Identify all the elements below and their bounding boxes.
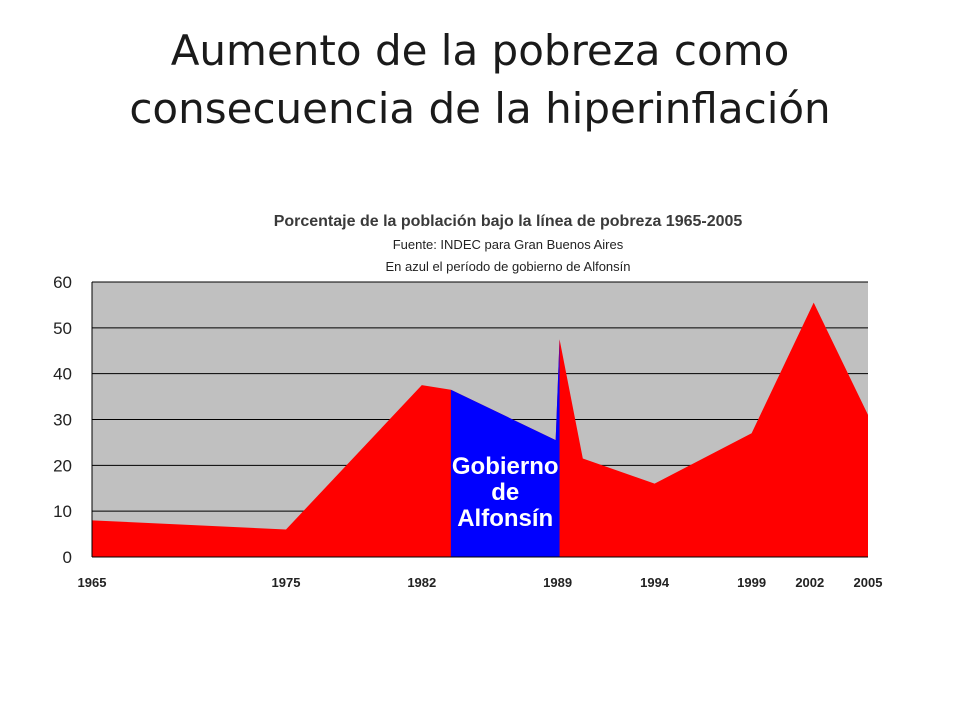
alfonsin-label-line: Gobierno — [452, 453, 559, 480]
chart-subtitle-2: En azul el período de gobierno de Alfons… — [385, 259, 630, 274]
slide-title: Aumento de la pobreza como consecuencia … — [0, 22, 960, 138]
y-tick-label: 50 — [53, 319, 72, 338]
x-tick-label: 2002 — [795, 575, 824, 590]
y-tick-label: 30 — [53, 411, 72, 430]
y-tick-label: 40 — [53, 365, 72, 384]
chart-title: Porcentaje de la población bajo la línea… — [274, 213, 743, 230]
x-tick-label: 1975 — [272, 575, 301, 590]
x-tick-label: 1982 — [407, 575, 436, 590]
alfonsin-label-line: de — [491, 479, 519, 506]
slide-title-line-2: consecuencia de la hiperinflación — [129, 84, 831, 133]
alfonsin-period-area — [450, 339, 560, 557]
y-tick-label: 10 — [53, 502, 72, 521]
x-tick-label: 1994 — [640, 575, 670, 590]
slide-title-line-1: Aumento de la pobreza como — [170, 26, 790, 75]
y-tick-label: 0 — [63, 548, 72, 567]
x-tick-label: 1989 — [543, 575, 572, 590]
chart-subtitle-1: Fuente: INDEC para Gran Buenos Aires — [393, 237, 624, 252]
y-tick-label: 20 — [53, 456, 72, 475]
y-tick-label: 60 — [53, 273, 72, 292]
x-tick-label: 2005 — [854, 575, 883, 590]
x-tick-label: 1965 — [78, 575, 107, 590]
alfonsin-label-line: Alfonsín — [457, 505, 553, 532]
x-tick-label: 1999 — [737, 575, 766, 590]
